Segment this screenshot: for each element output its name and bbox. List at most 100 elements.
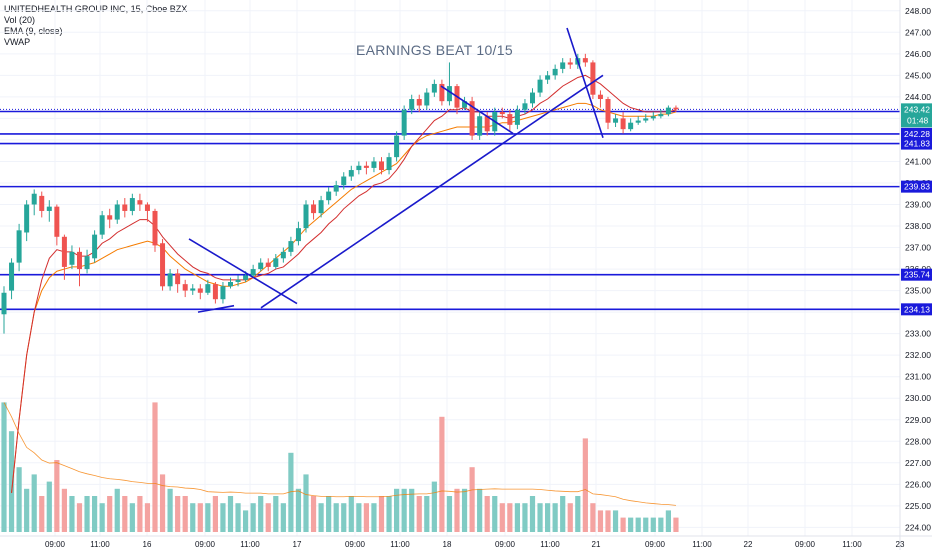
candle-body — [235, 279, 241, 282]
volume-bar — [658, 517, 664, 532]
volume-bar — [628, 517, 634, 532]
volume-bar — [54, 460, 60, 532]
volume-bar — [356, 503, 362, 532]
candle-body — [635, 120, 641, 123]
y-tick-label: 238.00 — [905, 221, 931, 231]
volume-bars — [1, 402, 679, 532]
candle-body — [160, 243, 166, 287]
candle-body — [137, 200, 143, 205]
volume-bar — [552, 503, 558, 532]
volume-bar — [288, 452, 294, 532]
volume-bar — [477, 488, 483, 532]
y-tick-label: 226.00 — [905, 479, 931, 489]
volume-bar — [424, 496, 430, 532]
volume-bar — [394, 488, 400, 532]
candle-body — [582, 58, 588, 63]
volume-bar — [461, 488, 468, 532]
candle-body — [371, 161, 377, 168]
candle-body — [190, 288, 196, 291]
candle-body — [182, 284, 188, 291]
legend-symbol[interactable]: UNITEDHEALTH GROUP INC, 15, Cboe BZX — [4, 4, 188, 14]
countdown-label: 01:48 — [907, 115, 929, 125]
volume-bar — [84, 496, 90, 532]
volume-bar — [371, 503, 377, 532]
legend-vwap[interactable]: VWAP — [4, 37, 31, 47]
candle-body — [265, 262, 271, 267]
volume-bar — [363, 503, 369, 532]
candle-body — [348, 170, 354, 177]
volume-bar — [605, 510, 611, 532]
candle-body — [303, 204, 309, 229]
volume-bar — [673, 517, 679, 532]
trendline — [566, 27, 604, 139]
candle-body — [167, 273, 173, 287]
volume-bar — [24, 488, 30, 532]
candle-body — [431, 83, 437, 93]
candle-body — [243, 275, 249, 280]
candle-body — [311, 204, 317, 214]
y-tick-label: 230.00 — [905, 393, 931, 403]
candle-body — [597, 94, 603, 100]
volume-bar — [69, 496, 75, 532]
volume-bar — [46, 481, 52, 532]
legend-volume[interactable]: Vol (20) — [4, 15, 36, 25]
x-tick-label: 09:00 — [645, 540, 666, 549]
trendlines — [188, 27, 604, 313]
candle-body — [650, 116, 656, 119]
volume-bar — [665, 510, 671, 532]
candle-body — [129, 198, 135, 211]
candle-body — [197, 288, 203, 293]
volume-bar — [650, 517, 656, 532]
volume-bar — [107, 496, 113, 532]
x-tick-label: 11:00 — [240, 540, 260, 549]
volume-bar — [280, 503, 286, 532]
level-label-bg — [901, 268, 932, 281]
candle-body — [31, 193, 37, 205]
candle-body — [643, 118, 649, 121]
volume-bar — [439, 416, 445, 532]
volume-bar — [454, 488, 460, 532]
volume-bar — [303, 474, 309, 532]
candle-body — [552, 68, 558, 76]
candle-body — [507, 114, 513, 125]
candle-body — [439, 83, 445, 102]
candle-body — [144, 204, 150, 211]
volume-bar — [635, 517, 641, 532]
candle-body — [152, 210, 158, 246]
candle-body — [530, 92, 535, 104]
candle-body — [590, 62, 596, 95]
volume-bar — [469, 467, 475, 532]
candle-body — [318, 200, 324, 214]
candle-body — [416, 99, 422, 106]
y-tick-label: 244.00 — [905, 92, 931, 102]
y-tick-label: 227.00 — [905, 458, 931, 468]
candle-body — [628, 122, 634, 130]
volume-bar — [61, 488, 67, 532]
volume-bar — [39, 496, 45, 532]
volume-bar — [227, 496, 234, 532]
candle-body — [620, 118, 626, 130]
candle-body — [462, 101, 468, 108]
candle-body — [424, 92, 430, 106]
candle-body — [379, 161, 384, 171]
y-tick-label: 239.00 — [905, 199, 931, 209]
candle-body — [39, 195, 45, 211]
x-tick-label: 16 — [143, 540, 152, 549]
volume-bar — [182, 496, 188, 532]
x-tick-label: 11:00 — [90, 540, 110, 549]
candle-body — [484, 116, 490, 132]
candle-body — [295, 228, 301, 242]
vwap-line-group — [11, 102, 677, 493]
price-labels: 243.32242.28241.83239.83235.74234.13243.… — [901, 103, 932, 316]
candle-body — [409, 99, 415, 110]
annotation-text[interactable]: EARNINGS BEAT 10/15 — [356, 42, 513, 58]
volume-bar — [514, 503, 520, 532]
candle-body — [658, 114, 664, 117]
volume-bar — [76, 503, 83, 532]
candle-body — [273, 258, 279, 267]
candle-body — [77, 251, 82, 270]
volume-bar — [326, 496, 332, 532]
candle-body — [545, 75, 551, 80]
legend-ema[interactable]: EMA (9, close) — [4, 26, 63, 36]
